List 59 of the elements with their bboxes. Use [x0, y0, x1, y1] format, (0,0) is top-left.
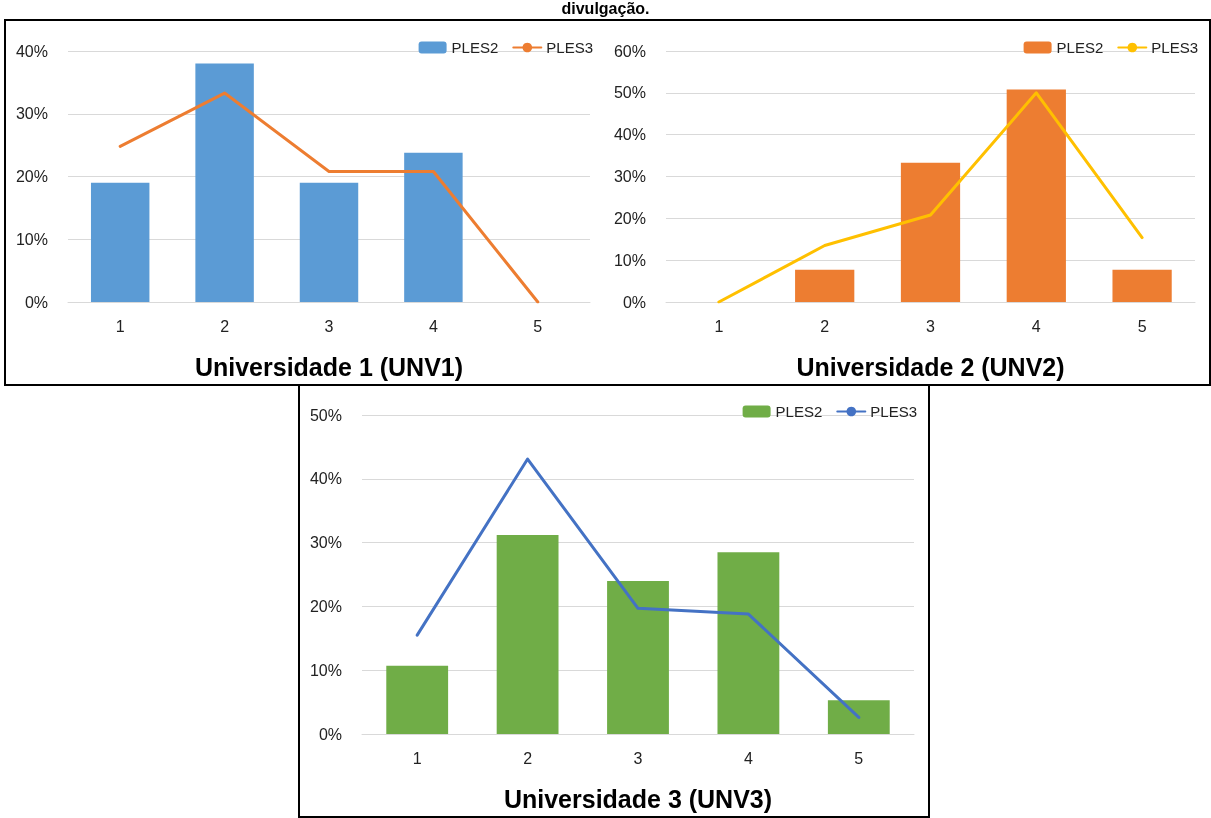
x-tick-label: 1 [412, 749, 422, 767]
line-series [415, 457, 861, 719]
y-tick-label: 40% [613, 126, 646, 144]
y-tick-label: 30% [613, 168, 646, 185]
x-tick-label: 2 [523, 749, 533, 767]
x-axis-title: Universidade 3 (UNV3) [503, 784, 773, 813]
legend-label: PLES3 [546, 39, 593, 56]
y-tick-label: 0% [318, 725, 342, 743]
bar [299, 182, 359, 302]
text: divulgação. [561, 0, 650, 17]
y-tick-label: 20% [613, 209, 646, 227]
y-tick-label: 10% [613, 251, 646, 269]
legend-label: PLES2 [451, 39, 499, 56]
legend-label: PLES3 [870, 403, 917, 420]
y-tick-label: 0% [24, 293, 48, 311]
bar [195, 63, 254, 302]
bar [827, 700, 890, 734]
bar [795, 269, 855, 302]
x-tick-label: 4 [428, 317, 438, 335]
x-axis-title: Universidade 2 (UNV2) [796, 352, 1065, 381]
y-tick-label: 10% [309, 661, 342, 679]
x-tick-label: 3 [633, 749, 643, 767]
x-tick-label: 4 [743, 749, 753, 767]
x-tick-label: 5 [1137, 317, 1147, 335]
line-series [717, 91, 1144, 304]
y-tick-label: 30% [15, 105, 48, 123]
line-series [118, 91, 540, 304]
y-tick-label: 30% [309, 534, 342, 552]
legend-label: PLES3 [1151, 39, 1198, 56]
y-tick-label: 20% [309, 597, 342, 615]
bar [1006, 89, 1066, 302]
bar [90, 182, 150, 302]
x-tick-label: 1 [115, 317, 125, 335]
y-tick-label: 0% [622, 293, 646, 311]
legend-label: PLES2 [1056, 39, 1104, 56]
legend-label: PLES2 [775, 403, 823, 420]
x-tick-label: 3 [926, 317, 936, 335]
bar [607, 580, 669, 734]
bar [717, 552, 780, 734]
bar [1112, 269, 1172, 302]
x-tick-label: 5 [854, 749, 864, 767]
x-tick-label: 2 [220, 317, 230, 335]
x-tick-label: 5 [533, 317, 543, 335]
y-tick-label: 20% [15, 168, 48, 185]
x-tick-label: 1 [714, 317, 724, 335]
x-axis-title: Universidade 1 (UNV1) [194, 352, 464, 381]
bar [900, 162, 961, 302]
x-tick-label: 3 [324, 317, 334, 335]
x-tick-label: 2 [820, 317, 830, 335]
y-tick-label: 40% [309, 470, 342, 488]
y-tick-label: 50% [309, 406, 342, 424]
x-tick-label: 4 [1031, 317, 1041, 335]
y-tick-label: 60% [613, 42, 646, 60]
bar [386, 665, 449, 734]
bar [496, 534, 559, 734]
y-tick-label: 40% [15, 42, 48, 60]
y-tick-label: 50% [613, 84, 646, 102]
bar [404, 152, 463, 302]
y-tick-label: 10% [15, 230, 48, 248]
